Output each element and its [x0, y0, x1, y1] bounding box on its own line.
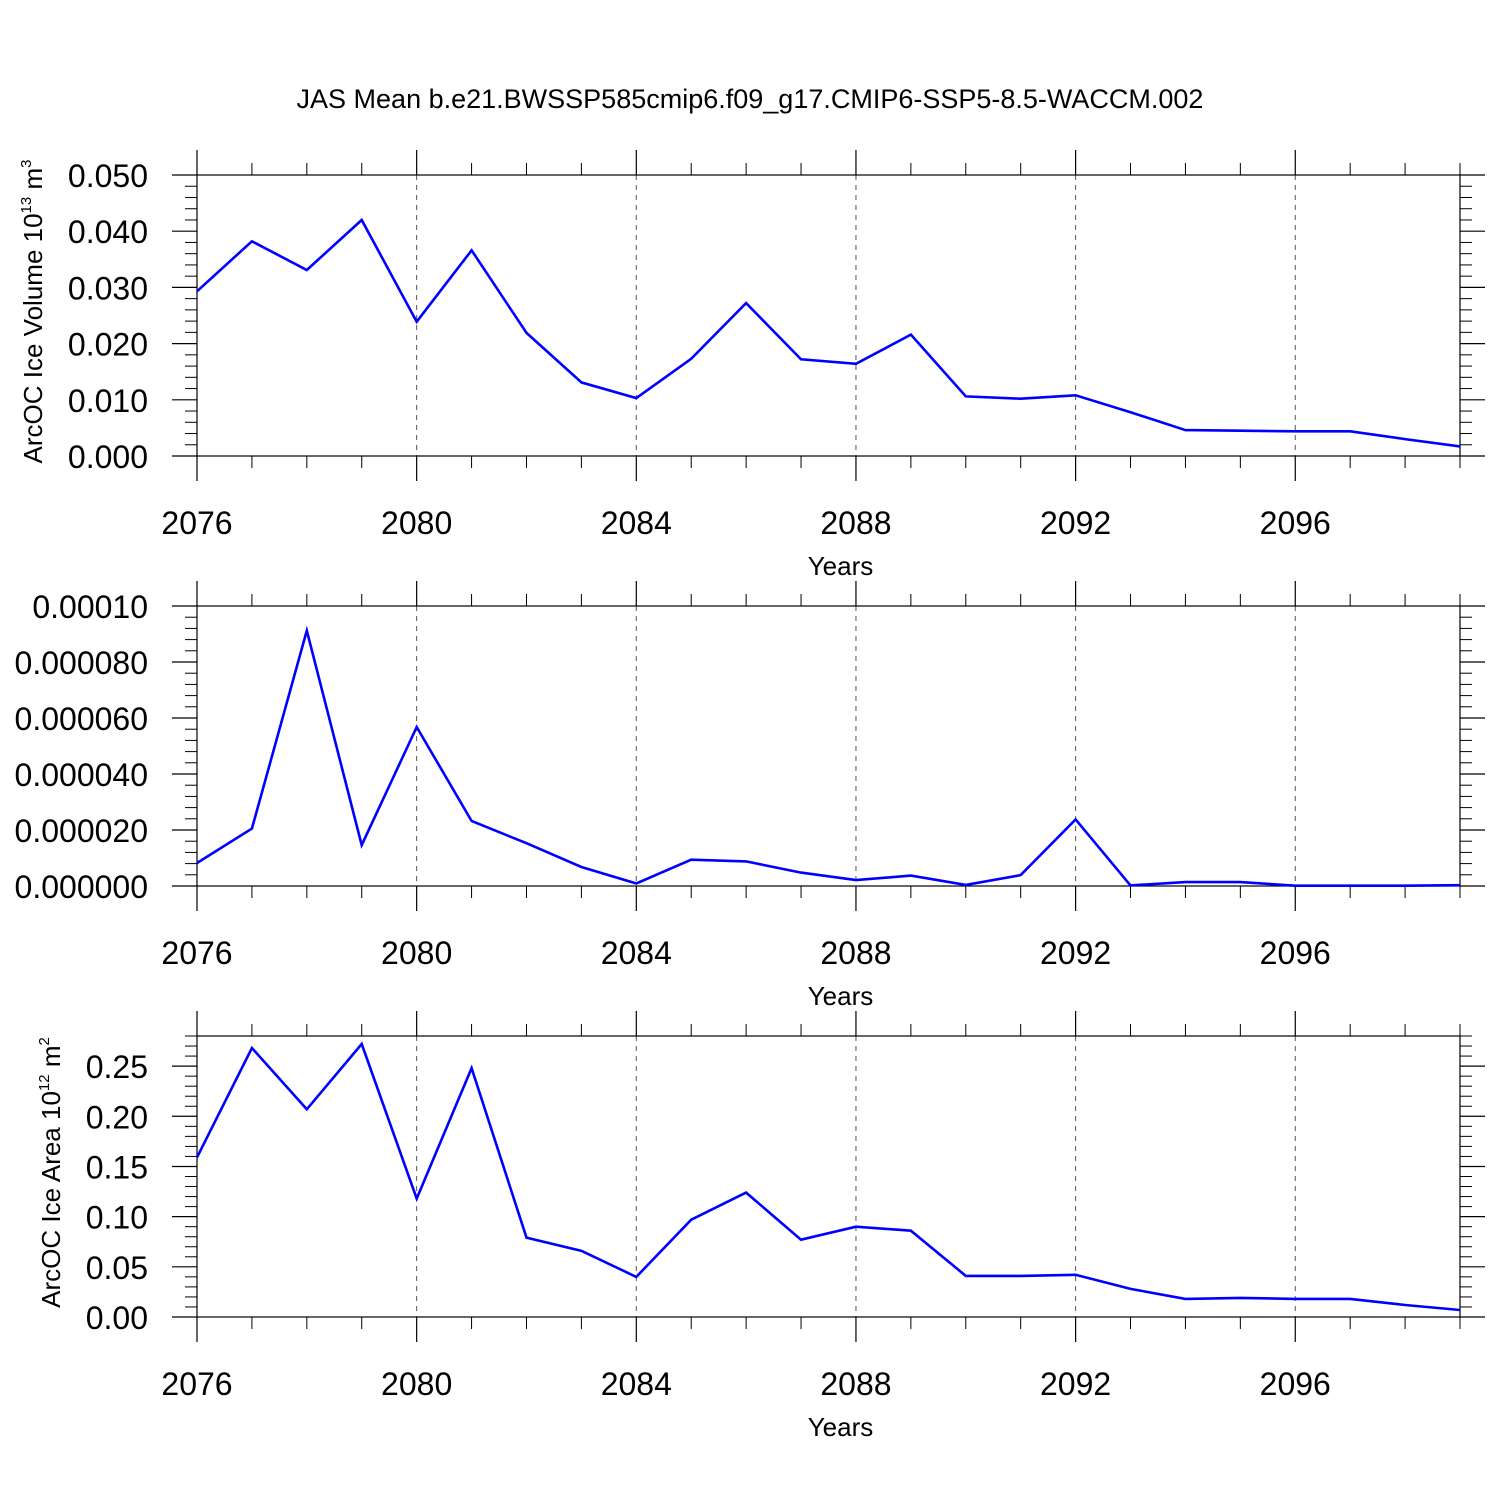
x-tick-label: 2076: [161, 935, 232, 971]
x-tick-label: 2084: [601, 505, 672, 541]
x-tick-label: 2088: [820, 935, 891, 971]
y-axis-label: ArcOC Ice Volume 1013 m3: [18, 160, 48, 464]
x-tick-label: 2096: [1260, 935, 1331, 971]
x-axis-label: Years: [808, 981, 874, 1011]
x-tick-label: 2080: [381, 505, 452, 541]
x-tick-label: 2080: [381, 1366, 452, 1402]
chart-panel-3: 2076 2080 2084 2088 2092 2096 0.00 0.05 0.10 0.15…: [36, 1011, 1485, 1442]
x-tick-label: 2076: [161, 505, 232, 541]
figure-title: JAS Mean b.e21.BWSSP585cmip6.f09_g17.CMI…: [297, 84, 1204, 114]
x-tick-label: 2076: [161, 1366, 232, 1402]
y-tick-label: 0.010: [68, 383, 148, 419]
chart-panel-1: 2076 2080 2084 2088 2092 2096 0.000 0.010 0.020 0…: [18, 150, 1485, 581]
x-axis-label: Years: [808, 551, 874, 581]
chart-panel-2: 2076 2080 2084 2088 2092 2096 0.000000 0.000020…: [15, 581, 1485, 1011]
x-tick-label: 2088: [820, 1366, 891, 1402]
y-tick-label: 0.000000: [15, 869, 148, 905]
x-tick-label: 2092: [1040, 1366, 1111, 1402]
x-tick-label: 2096: [1260, 1366, 1331, 1402]
x-tick-label: 2084: [601, 1366, 672, 1402]
y-tick-label: 0.000020: [15, 813, 148, 849]
x-tick-label: 2092: [1040, 505, 1111, 541]
y-tick-label: 0.25: [86, 1049, 148, 1085]
y-tick-label: 0.000060: [15, 701, 148, 737]
y-tick-label: 0.15: [86, 1149, 148, 1185]
x-axis-label: Years: [808, 1412, 874, 1442]
plot-frame: [196, 605, 1461, 887]
x-tick-label: 2096: [1260, 505, 1331, 541]
y-tick-label: 0.00010: [32, 589, 148, 625]
y-tick-label: 0.050: [68, 158, 148, 194]
x-tick-label: 2088: [820, 505, 891, 541]
x-tick-label: 2092: [1040, 935, 1111, 971]
y-tick-label: 0.05: [86, 1250, 148, 1286]
y-tick-label: 0.020: [68, 327, 148, 363]
x-tick-label: 2084: [601, 935, 672, 971]
series-line: [196, 217, 1461, 448]
y-tick-label: 0.000: [68, 439, 148, 475]
series-line: [195, 1041, 1461, 1312]
plot-frame: [196, 174, 1461, 457]
panels: 2076 2080 2084 2088 2092 2096 0.000 0.010 0.020 0…: [15, 150, 1485, 1442]
y-tick-label: 0.10: [86, 1200, 148, 1236]
y-tick-label: 0.000040: [15, 757, 148, 793]
series-line: [196, 625, 1461, 888]
y-tick-label: 0.030: [68, 270, 148, 306]
plot-frame: [196, 1035, 1461, 1318]
y-tick-label: 0.00: [86, 1300, 148, 1336]
y-tick-label: 0.000080: [15, 645, 148, 681]
y-tick-label: 0.040: [68, 214, 148, 250]
y-tick-label: 0.20: [86, 1099, 148, 1135]
y-axis-label: ArcOC Ice Area 1012 m2: [36, 1037, 66, 1308]
x-tick-label: 2080: [381, 935, 452, 971]
